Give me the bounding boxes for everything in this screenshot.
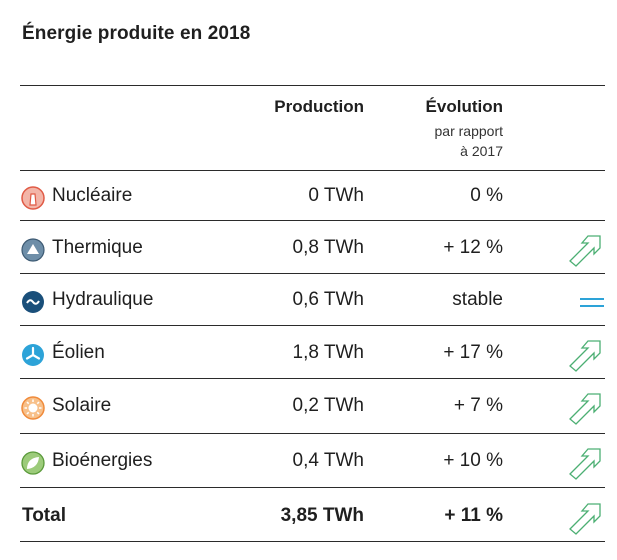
nuclear-icon: [21, 186, 45, 210]
evolution-subtitle-line-1: par rapport: [434, 123, 503, 139]
table-top-rule: [20, 85, 605, 86]
row-label: Nucléaire: [52, 185, 133, 206]
row-evolution-value: + 10 %: [443, 450, 503, 471]
row-evolution-value: + 17 %: [443, 342, 503, 363]
row-label: Éolien: [52, 342, 105, 363]
row-divider: [20, 487, 605, 488]
row-divider: [20, 378, 605, 379]
row-evolution-value: 0 %: [470, 185, 503, 206]
solar-icon: [21, 396, 45, 420]
table-row-thermique: Thermique 0,8 TWh + 12 %: [0, 223, 617, 275]
table-row-hydraulique: Hydraulique 0,6 TWh stable: [0, 275, 617, 327]
table-row-eolien: Éolien 1,8 TWh + 17 %: [0, 328, 617, 380]
bioenergy-leaf-icon: [21, 451, 45, 475]
row-evolution-value: + 7 %: [453, 395, 503, 416]
row-divider: [20, 220, 605, 221]
column-header-production: Production: [274, 97, 364, 116]
trend-up-arrow-icon: [569, 340, 601, 372]
trend-up-arrow-icon: [569, 235, 601, 267]
row-label: Thermique: [52, 237, 143, 258]
hydro-icon: [22, 291, 44, 313]
total-production-value: 3,85 TWh: [280, 505, 364, 526]
row-production-value: 0 TWh: [308, 185, 364, 206]
row-label: Bioénergies: [52, 450, 153, 471]
row-divider: [20, 325, 605, 326]
table-bottom-rule: [20, 541, 605, 542]
evolution-subtitle-line-2: à 2017: [460, 143, 503, 159]
row-production-value: 0,4 TWh: [292, 450, 364, 471]
row-production-value: 0,8 TWh: [292, 237, 364, 258]
page-title: Énergie produite en 2018: [22, 23, 251, 44]
header-divider: [20, 170, 605, 171]
total-label: Total: [22, 505, 66, 526]
table-row-bioenergies: Bioénergies 0,4 TWh + 10 %: [0, 436, 617, 488]
trend-up-arrow-icon: [569, 448, 601, 480]
wind-icon: [22, 344, 44, 366]
thermal-icon: [21, 238, 45, 262]
table-row-solaire: Solaire 0,2 TWh + 7 %: [0, 381, 617, 433]
table-row-nucleaire: Nucléaire 0 TWh 0 %: [0, 171, 617, 223]
table-row-total: Total 3,85 TWh + 11 %: [0, 491, 617, 543]
row-evolution-value: + 12 %: [443, 237, 503, 258]
row-label: Hydraulique: [52, 289, 154, 310]
row-divider: [20, 433, 605, 434]
row-production-value: 0,6 TWh: [292, 289, 364, 310]
trend-up-arrow-icon: [569, 503, 601, 535]
trend-stable-icon: [580, 298, 604, 307]
row-production-value: 1,8 TWh: [292, 342, 364, 363]
total-evolution-value: + 11 %: [444, 505, 503, 526]
trend-up-arrow-icon: [569, 393, 601, 425]
row-evolution-value: stable: [452, 289, 503, 310]
row-production-value: 0,2 TWh: [292, 395, 364, 416]
column-header-evolution: Évolution: [425, 97, 503, 116]
row-divider: [20, 273, 605, 274]
column-header-evolution-subtitle: par rapport à 2017: [383, 121, 503, 161]
row-label: Solaire: [52, 395, 112, 416]
